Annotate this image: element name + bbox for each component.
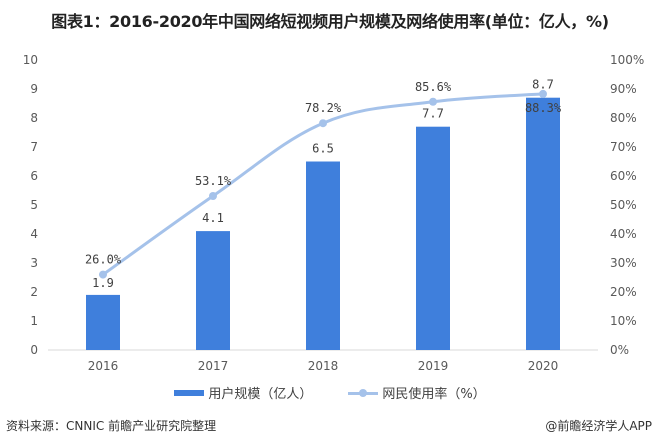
right-tick-label: 60% [610,169,637,183]
right-tick-label: 20% [610,285,637,299]
bar-value-label: 4.1 [202,211,224,225]
right-tick-label: 10% [610,314,637,328]
left-tick-label: 7 [30,140,38,154]
left-tick-label: 8 [30,111,38,125]
bar-value-label: 1.9 [92,276,114,290]
line-point-2016 [99,270,107,279]
legend-item-line: 网民使用率（%） [348,383,486,402]
right-tick-label: 0% [610,343,629,357]
bar-series [86,97,560,350]
line-point-2017 [209,192,217,201]
left-tick-label: 9 [30,82,38,96]
left-tick-label: 0 [30,343,38,357]
bar-value-label: 6.5 [312,142,334,156]
legend-bar-label: 用户规模（亿人） [208,387,313,402]
chart-title: 图表1：2016-2020年中国网络短视频用户规模及网络使用率(单位：亿人，%) [51,12,609,31]
legend: 用户规模（亿人） 网民使用率（%） [0,383,660,402]
right-tick-label: 100% [610,53,644,67]
left-tick-label: 10 [23,53,38,67]
bar-value-label: 8.7 [532,78,554,92]
x-tick-label: 2018 [308,359,339,373]
bar-2019 [416,126,450,350]
line-value-label: 78.2% [305,101,342,115]
right-tick-label: 40% [610,227,637,241]
footer: 资料来源：CNNIC 前瞻产业研究院整理 @前瞻经济学人APP [0,414,660,436]
left-tick-label: 4 [30,227,38,241]
x-tick-label: 2016 [88,359,119,373]
legend-item-bar: 用户规模（亿人） [174,383,312,402]
right-tick-label: 90% [610,82,637,96]
right-axis: 0% 10% 20% 30% 40% 50% 60% 70% 80% 90% 100% [610,53,644,357]
data-labels: 1.9 4.1 6.5 7.7 8.7 26.0% 53.1% 78.2% 85.6% 88.3% [85,78,562,290]
legend-bar-swatch [174,389,205,396]
source-note: 资料来源：CNNIC 前瞻产业研究院整理 [6,419,217,433]
line-value-label: 85.6% [415,80,452,94]
line-point-2019 [429,97,437,106]
legend-line-swatch [348,388,379,398]
bar-2016 [86,294,120,350]
line-point-2020 [539,89,547,98]
line-value-label: 26.0% [85,253,122,267]
bar-value-label: 7.7 [422,107,444,121]
bar-2018 [306,161,340,350]
left-tick-label: 1 [30,314,38,328]
credit-note: @前瞻经济学人APP [545,419,652,433]
x-tick-label: 2019 [418,359,449,373]
x-axis: 2016 2017 2018 2019 2020 [88,359,559,373]
line-series [99,89,547,279]
line-value-label: 53.1% [195,174,232,188]
right-tick-label: 80% [610,111,637,125]
legend-line-label: 网民使用率（%） [382,387,486,402]
right-tick-label: 70% [610,140,637,154]
line-point-2018 [319,119,327,128]
chart-canvas: 0 1 2 3 4 5 6 7 8 9 10 0% 10% 20% 30% 40% 50% 60% 70% 80% 9… [23,53,645,373]
right-tick-label: 30% [610,256,637,270]
left-axis: 0 1 2 3 4 5 6 7 8 9 10 [23,53,38,357]
bar-2017 [196,231,230,350]
left-tick-label: 2 [30,285,38,299]
left-tick-label: 3 [30,256,38,270]
right-tick-label: 50% [610,198,637,212]
x-tick-label: 2017 [198,359,229,373]
bar-2020 [526,97,560,350]
line-value-label: 88.3% [525,101,562,115]
x-tick-label: 2020 [528,359,559,373]
left-tick-label: 5 [30,198,38,212]
left-tick-label: 6 [30,169,38,183]
